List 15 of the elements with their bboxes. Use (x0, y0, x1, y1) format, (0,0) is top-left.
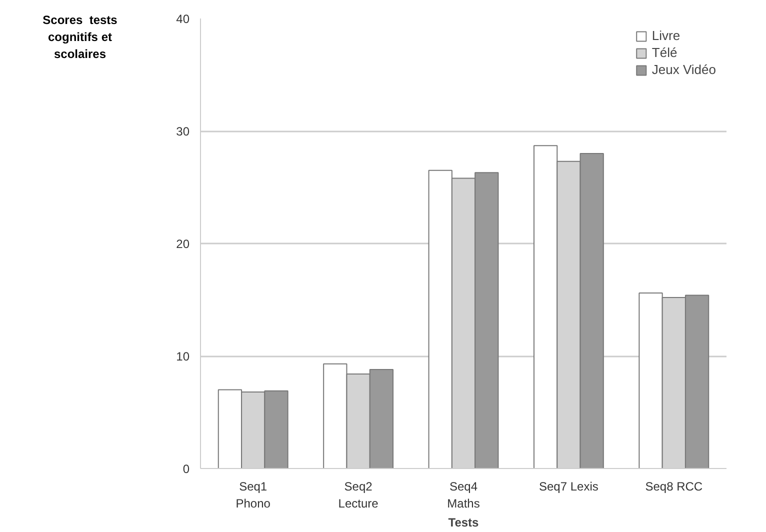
x-tick-label: Seq7 Lexis (539, 480, 598, 494)
x-tick-label: Seq2 Lecture (338, 480, 379, 510)
y-tick-label: 30 (176, 124, 190, 138)
legend-label: Livre (652, 28, 680, 43)
legend-label: Jeux Vidéo (652, 62, 716, 77)
x-tick-label: Seq1 Phono (236, 480, 271, 510)
y-tick-label: 20 (176, 237, 190, 251)
y-tick-label: 10 (176, 350, 190, 364)
y-axis-title: Scores tests cognitifs et scolaires (42, 12, 118, 64)
legend-label: Télé (652, 45, 678, 60)
x-tick-label: Seq4 Maths (447, 480, 480, 510)
y-tick-label: 40 (176, 12, 190, 26)
x-axis-title: Tests (448, 515, 480, 530)
x-tick-label: Seq8 RCC (645, 480, 703, 494)
y-tick-label: 0 (182, 462, 190, 476)
